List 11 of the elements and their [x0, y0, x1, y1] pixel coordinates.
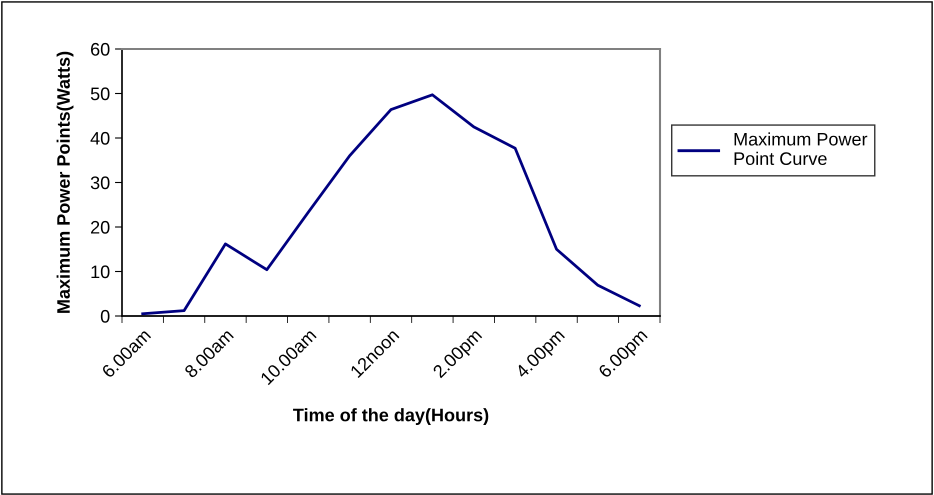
y-axis-title: Maximum Power Points(Watts) — [56, 52, 74, 313]
y-tick-label: 30 — [90, 176, 110, 190]
y-tick-label: 20 — [91, 220, 110, 234]
y-tick-label: 10 — [91, 265, 110, 278]
y-tick-label: 50 — [90, 87, 110, 100]
line-series — [141, 93, 641, 316]
y-tick-label: 60 — [91, 42, 110, 56]
legend-label: Maximum Power Point Curve — [734, 132, 868, 166]
y-tick-label: 0 — [100, 310, 110, 323]
y-tick-label: 40 — [90, 132, 110, 145]
x-axis-title: Time of the day(Hours) — [293, 408, 488, 425]
